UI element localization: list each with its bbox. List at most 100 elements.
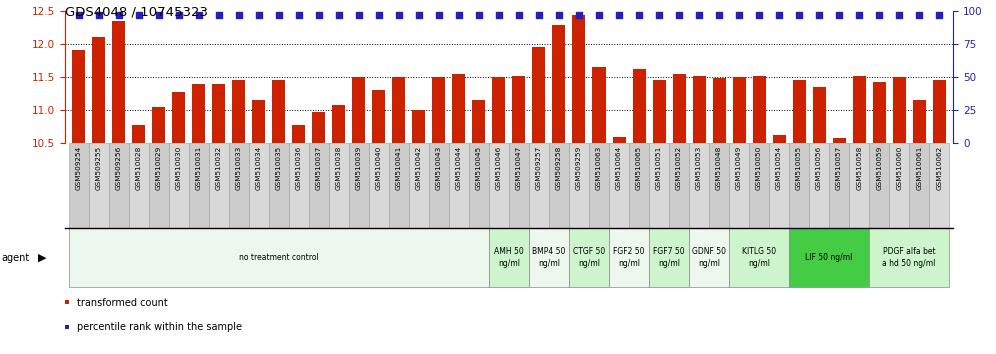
Bar — [329, 143, 349, 228]
Bar — [573, 15, 586, 143]
Point — [931, 12, 947, 17]
Bar — [509, 143, 529, 228]
Text: GSM510028: GSM510028 — [135, 146, 141, 190]
Text: CTGF 50
ng/ml: CTGF 50 ng/ml — [573, 247, 606, 268]
Bar — [128, 143, 148, 228]
Text: percentile rank within the sample: percentile rank within the sample — [77, 322, 242, 332]
Point — [872, 12, 887, 17]
Bar — [553, 25, 566, 143]
Bar — [232, 80, 245, 143]
Point — [331, 12, 347, 17]
Text: GDNF 50
ng/ml: GDNF 50 ng/ml — [692, 247, 726, 268]
Bar — [649, 143, 669, 228]
Bar — [909, 143, 929, 228]
Text: GSM510035: GSM510035 — [276, 146, 282, 190]
Bar — [489, 228, 529, 287]
Bar — [692, 76, 705, 143]
Bar — [773, 136, 786, 143]
Bar — [172, 92, 185, 143]
Point — [691, 12, 707, 17]
Text: PDGF alfa bet
a hd 50 ng/ml: PDGF alfa bet a hd 50 ng/ml — [882, 247, 936, 268]
Text: GSM510039: GSM510039 — [356, 146, 362, 190]
Bar — [429, 143, 449, 228]
Bar — [733, 77, 746, 143]
Text: GSM510047: GSM510047 — [516, 146, 522, 190]
Text: GSM510063: GSM510063 — [596, 146, 602, 190]
Bar — [929, 143, 949, 228]
Bar — [369, 143, 388, 228]
Text: GSM510062: GSM510062 — [936, 146, 942, 190]
Point — [391, 12, 407, 17]
Bar — [932, 80, 945, 143]
Bar — [749, 143, 769, 228]
Text: GSM510040: GSM510040 — [375, 146, 381, 190]
Point — [711, 12, 727, 17]
Text: GSM510046: GSM510046 — [496, 146, 502, 190]
Bar — [870, 143, 889, 228]
Bar — [672, 74, 685, 143]
Point — [311, 12, 327, 17]
Point — [731, 12, 747, 17]
Bar — [593, 67, 606, 143]
Bar — [589, 143, 609, 228]
Text: KITLG 50
ng/ml: KITLG 50 ng/ml — [742, 247, 776, 268]
Bar — [69, 143, 89, 228]
Point — [631, 12, 647, 17]
Text: BMP4 50
ng/ml: BMP4 50 ng/ml — [532, 247, 566, 268]
Text: GSM510033: GSM510033 — [236, 146, 242, 190]
Point — [91, 12, 107, 17]
Point — [351, 12, 367, 17]
Bar — [412, 110, 425, 143]
Bar — [769, 143, 789, 228]
Point — [431, 12, 447, 17]
Bar — [892, 77, 905, 143]
Bar — [432, 77, 445, 143]
Bar — [93, 37, 106, 143]
Text: GSM510064: GSM510064 — [616, 146, 622, 190]
Text: GSM510057: GSM510057 — [836, 146, 842, 190]
Bar — [529, 143, 549, 228]
Text: GSM510034: GSM510034 — [256, 146, 262, 190]
Text: FGF7 50
ng/ml: FGF7 50 ng/ml — [653, 247, 685, 268]
Text: AMH 50
ng/ml: AMH 50 ng/ml — [494, 247, 524, 268]
Bar — [69, 228, 489, 287]
Text: GDS4048 / 10745323: GDS4048 / 10745323 — [65, 5, 208, 18]
Bar — [109, 143, 128, 228]
Bar — [729, 228, 789, 287]
Text: GSM509257: GSM509257 — [536, 146, 542, 190]
Point — [551, 12, 567, 17]
Text: GSM510061: GSM510061 — [916, 146, 922, 190]
Text: GSM510044: GSM510044 — [456, 146, 462, 190]
Point — [671, 12, 687, 17]
Bar — [853, 76, 866, 143]
Text: GSM510045: GSM510045 — [476, 146, 482, 190]
Bar — [249, 143, 269, 228]
Bar — [472, 100, 485, 143]
Point — [511, 12, 527, 17]
Bar — [289, 143, 309, 228]
Bar — [549, 143, 569, 228]
Point — [531, 12, 547, 17]
Bar — [73, 50, 86, 143]
Text: transformed count: transformed count — [77, 298, 167, 308]
Bar — [148, 143, 168, 228]
Text: GSM510031: GSM510031 — [196, 146, 202, 190]
Bar — [569, 228, 609, 287]
Text: FGF2 50
ng/ml: FGF2 50 ng/ml — [614, 247, 644, 268]
Text: GSM510050: GSM510050 — [756, 146, 762, 190]
Text: ▶: ▶ — [38, 252, 47, 263]
Text: GSM509255: GSM509255 — [96, 146, 102, 190]
Text: GSM510054: GSM510054 — [776, 146, 782, 190]
Bar — [449, 143, 469, 228]
Text: GSM509259: GSM509259 — [576, 146, 582, 190]
Point — [571, 12, 587, 17]
Text: GSM510048: GSM510048 — [716, 146, 722, 190]
Bar — [212, 84, 225, 143]
Bar — [609, 143, 629, 228]
Bar — [813, 87, 826, 143]
Bar — [729, 143, 749, 228]
Point — [411, 12, 427, 17]
Text: GSM510030: GSM510030 — [176, 146, 182, 190]
Bar — [89, 143, 109, 228]
Text: GSM510042: GSM510042 — [416, 146, 422, 190]
